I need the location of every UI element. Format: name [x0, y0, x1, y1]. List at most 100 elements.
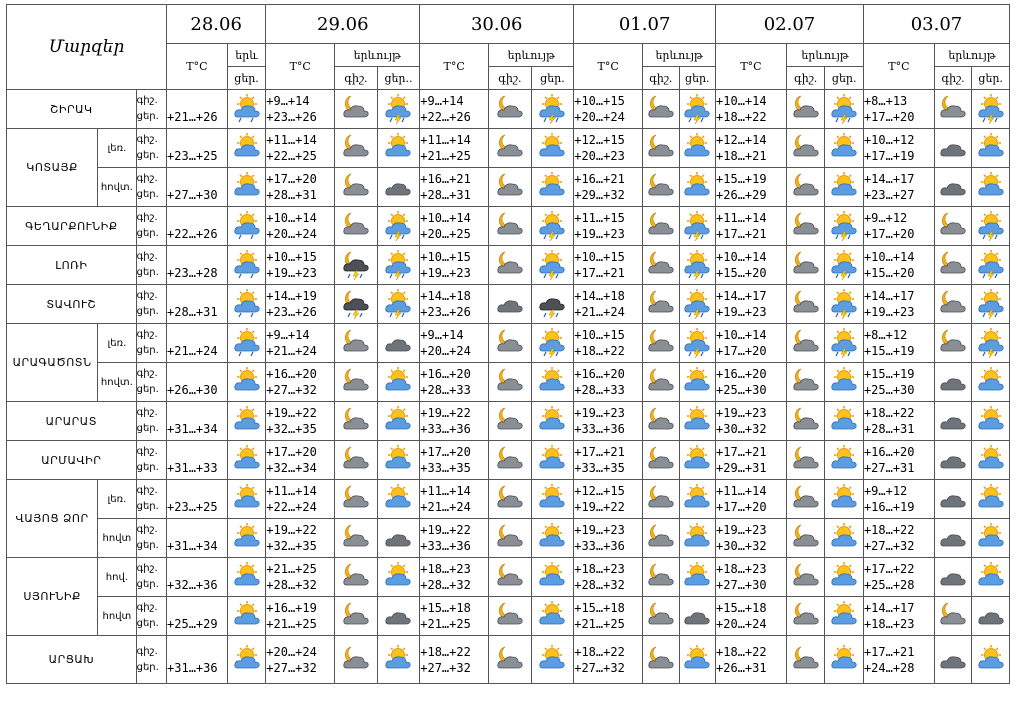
region-name: ԱՐՑԱԽ	[6, 635, 137, 684]
forecast-row: հովտ. գիշ. ցեր. +26…+30 +16…+20 +27…+32 +16…+…	[7, 362, 1010, 402]
day-phenomenon-cell	[530, 362, 575, 402]
phenomenon-cell	[226, 128, 267, 168]
sun-cloud-icon	[680, 483, 714, 515]
sun-cloud-icon	[532, 561, 573, 593]
temperature-day: +15…+19	[863, 344, 915, 358]
temperature-day: +25…+30	[863, 383, 915, 397]
sun-cloud-icon	[228, 171, 264, 203]
storm-sun-icon	[680, 327, 714, 359]
night-phenomenon-cell	[785, 167, 826, 207]
temperature-cell: +23…+25	[166, 479, 228, 519]
storm-moon-icon	[336, 288, 377, 320]
temperature-night: +16…+20	[420, 367, 471, 381]
day-phenomenon-cell	[971, 323, 1010, 363]
day-phenomenon-cell	[971, 440, 1010, 480]
temperature-night: +10…+12	[863, 133, 915, 147]
moon-cloud-icon	[336, 483, 377, 515]
temperature-cell: +15…+19 +25…+30	[862, 362, 935, 402]
night-phenomenon-cell	[785, 401, 826, 441]
temperature-day: +28…+31	[420, 188, 471, 202]
temperature-night: +17…+22	[863, 562, 915, 576]
day-phenomenon-cell	[971, 362, 1010, 402]
day-phenomenon-cell	[971, 635, 1010, 684]
temperature-night: +11…+14	[266, 484, 317, 498]
night-phenomenon-cell	[488, 518, 532, 558]
night-header: գիշ.	[933, 66, 973, 90]
night-label: գիշ.	[136, 173, 158, 184]
temperature-cell: +32…+36	[166, 557, 228, 597]
day-phenomenon-cell	[678, 635, 717, 684]
region-name: ԱՐԱՐԱՏ	[6, 401, 137, 441]
zone-label: լեռ.	[97, 323, 137, 363]
region-name: ԿՈՏԱՅՔ	[5, 128, 99, 207]
phenomenon-header: երևույթ	[642, 43, 717, 67]
night-phenomenon-cell	[488, 89, 532, 129]
sun-cloud-icon	[228, 644, 264, 676]
storm-sun-icon	[826, 249, 863, 281]
sun-cloud-icon	[680, 366, 714, 398]
sun-cloud-icon	[228, 132, 264, 164]
temperature-night: +18…+22	[716, 644, 767, 659]
temperature-day: +23…+26	[420, 305, 471, 319]
day-label: ցեր.	[136, 501, 159, 512]
temperature-cell: +19…+22 +32…+35	[265, 401, 336, 441]
day-phenomenon-cell	[824, 596, 864, 636]
temperature-cell: +19…+22 +33…+36	[419, 401, 490, 441]
temperature-day: +20…+23	[574, 149, 625, 163]
day-phenomenon-cell	[678, 440, 717, 480]
night-phenomenon-cell	[642, 596, 680, 636]
temperature-night: +19…+23	[574, 406, 625, 420]
phenomenon-cell	[226, 362, 267, 402]
temperature-day: +27…+32	[266, 660, 317, 675]
night-label: գիշ.	[136, 485, 158, 496]
temperature-cell: +31…+34	[166, 401, 228, 441]
temperature-night: +11…+14	[266, 133, 317, 147]
temperature-cell: +16…+19 +21…+25	[265, 596, 336, 636]
temperature-day: +18…+22	[716, 110, 767, 124]
temperature-day: +23…+27	[863, 188, 915, 202]
temperature-night: +17…+20	[266, 172, 317, 186]
moon-cloud-icon	[787, 327, 823, 359]
night-phenomenon-cell	[785, 206, 826, 246]
temperature-night: +17…+20	[420, 445, 471, 459]
moon-cloud-icon	[490, 522, 531, 554]
temperature-night: +10…+14	[716, 94, 767, 108]
dark-cloud-icon	[973, 600, 1009, 632]
temperature-night: +14…+18	[574, 289, 625, 303]
sun-cloud-icon	[228, 522, 264, 554]
moon-cloud-icon	[644, 249, 678, 281]
day-phenomenon-cell	[824, 284, 864, 324]
temperature-cell: +21…+25 +28…+32	[265, 557, 336, 597]
temperature-day: +26…+29	[716, 188, 767, 202]
day-label: ցեր.	[136, 150, 159, 161]
zone-label: հովտ	[97, 518, 137, 558]
temperature-day: +17…+20	[716, 500, 767, 514]
temperature-day: +23…+26	[266, 305, 317, 319]
phenomenon-cell	[226, 401, 267, 441]
night-phenomenon-cell	[933, 245, 973, 285]
forecast-row: ՇԻՐԱԿ գիշ. ցեր. +21…+26 +9…+14 +23…+26 +9…+14…	[6, 89, 1010, 129]
moon-cloud-icon	[336, 327, 377, 359]
forecast-row: հովտ գիշ. ցեր. +25…+29 +16…+19 +21…+25 +15…+1…	[7, 596, 1010, 636]
sun-cloud-icon	[680, 171, 714, 203]
temperature-night: +19…+23	[574, 523, 625, 537]
temperature-day: +30…+32	[716, 422, 767, 436]
night-phenomenon-cell	[642, 167, 680, 207]
phenomenon-cell	[226, 323, 267, 363]
day-label: ցեր.	[136, 540, 159, 551]
night-label: գիշ.	[136, 524, 158, 535]
sun-cloud-icon	[228, 600, 264, 632]
temperature-night: +16…+21	[420, 172, 471, 186]
day-phenomenon-cell	[824, 245, 864, 285]
temperature-night: +19…+23	[716, 406, 767, 420]
temperature-night: +18…+22	[863, 523, 915, 537]
temperature-cell: +19…+23 +30…+32	[715, 518, 787, 558]
moon-cloud-icon	[336, 561, 377, 593]
temperature-night: +9…+14	[266, 94, 310, 108]
day-phenomenon-cell	[824, 362, 864, 402]
storm-sun-icon	[680, 93, 714, 125]
time-of-day: գիշ. ցեր.	[135, 362, 168, 402]
temperature-day: +28…+33	[420, 383, 471, 397]
temperature-night: +11…+15	[574, 211, 625, 225]
moon-cloud-icon	[336, 522, 377, 554]
